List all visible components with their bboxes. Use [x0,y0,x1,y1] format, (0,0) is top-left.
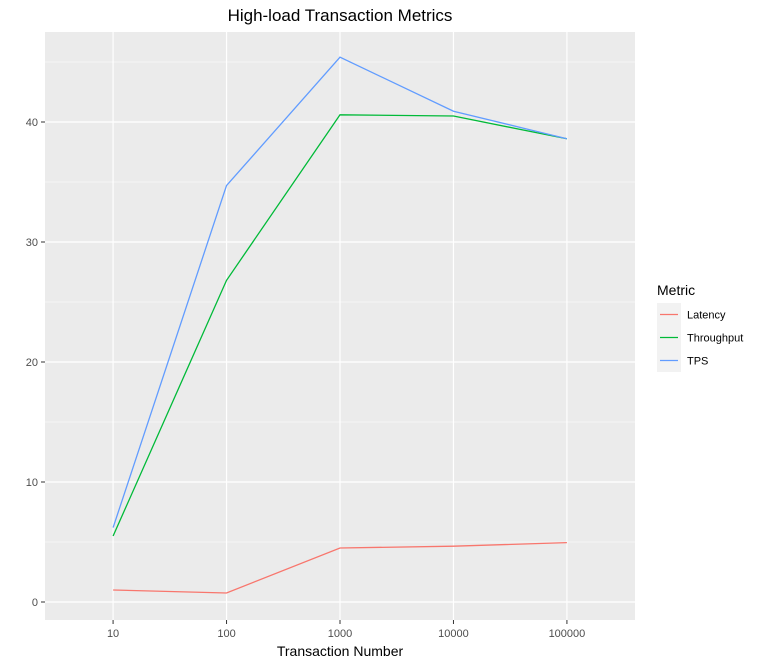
major-gridlines [45,32,635,620]
x-tick-label: 10000 [438,628,469,640]
y-tick-label: 20 [26,357,38,369]
series-line-latency [113,541,567,594]
series-lines [112,56,568,594]
legend-title: Metric [657,282,695,298]
legend-label: Latency [687,310,726,322]
y-tick-label: 30 [26,237,38,249]
y-tick-label: 0 [32,597,38,609]
legend-label: TPS [687,356,708,368]
legend-items: Latency Throughput TPS [657,303,743,372]
x-tick-label: 10 [107,628,119,640]
legend: Metric Latency Throughput TPS [657,282,743,372]
x-tick-label: 100000 [549,628,586,640]
x-tick-label: 1000 [328,628,352,640]
y-axis: 0 10 20 30 40 [26,117,45,609]
y-tick-label: 40 [26,117,38,129]
y-tick-label: 10 [26,477,38,489]
series-line-tps [112,56,568,528]
x-axis: 10 100 1000 10000 100000 [107,620,585,640]
series-line-throughput [112,114,568,537]
legend-label: Throughput [687,333,743,345]
x-tick-label: 100 [217,628,235,640]
x-axis-title: Transaction Number [277,643,404,659]
chart-title: High-load Transaction Metrics [228,6,453,25]
